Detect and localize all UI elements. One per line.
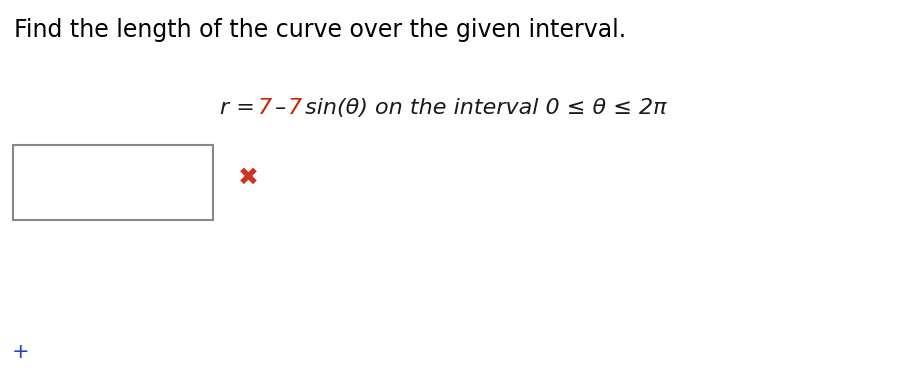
Text: r =: r = — [220, 98, 263, 118]
Text: 7: 7 — [288, 98, 302, 118]
Text: +: + — [12, 342, 29, 362]
Text: –: – — [268, 98, 294, 118]
Text: 7: 7 — [258, 98, 273, 118]
Bar — [13, 145, 213, 220]
Text: sin(θ) on the interval 0 ≤ θ ≤ 2π: sin(θ) on the interval 0 ≤ θ ≤ 2π — [298, 98, 666, 118]
Text: Find the length of the curve over the given interval.: Find the length of the curve over the gi… — [14, 18, 626, 42]
Text: ✖: ✖ — [238, 166, 259, 190]
